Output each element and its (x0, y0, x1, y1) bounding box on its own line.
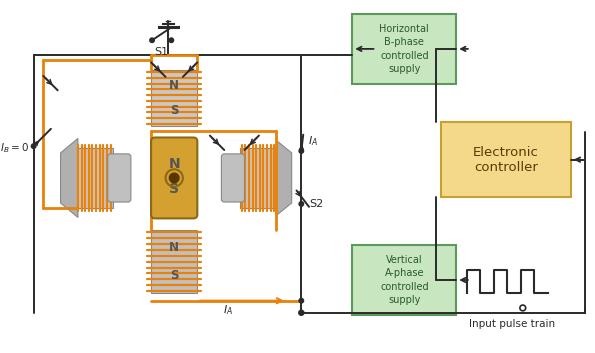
Bar (151, 70, 198, 126)
Text: $I_A$: $I_A$ (308, 134, 318, 148)
Text: N: N (169, 241, 179, 255)
Bar (352, 245, 456, 315)
Circle shape (170, 173, 179, 183)
Text: S2: S2 (309, 199, 323, 209)
FancyBboxPatch shape (151, 138, 198, 219)
Circle shape (299, 202, 303, 206)
Text: Input pulse train: Input pulse train (469, 319, 555, 329)
Text: Electronic
controller: Electronic controller (473, 146, 539, 174)
Bar (151, 231, 198, 293)
Bar (441, 122, 571, 197)
Text: S: S (170, 103, 178, 116)
Text: N: N (169, 79, 179, 92)
Circle shape (169, 38, 173, 42)
Text: Vertical
A-phase
controlled
supply: Vertical A-phase controlled supply (380, 255, 428, 305)
Bar (352, 14, 456, 84)
Text: $I_B = 0$: $I_B = 0$ (0, 141, 29, 155)
Circle shape (32, 144, 36, 148)
Text: S1: S1 (155, 47, 169, 57)
Text: Horizontal
B-phase
controlled
supply: Horizontal B-phase controlled supply (380, 24, 429, 74)
Polygon shape (61, 138, 78, 217)
Circle shape (150, 38, 154, 42)
Bar (240, 148, 276, 208)
Text: N: N (168, 157, 180, 172)
Text: $I_A$: $I_A$ (223, 304, 233, 317)
Polygon shape (276, 140, 292, 215)
Text: S: S (169, 183, 179, 197)
Circle shape (299, 149, 303, 153)
FancyBboxPatch shape (108, 154, 131, 202)
Circle shape (299, 310, 303, 315)
FancyBboxPatch shape (221, 154, 245, 202)
Circle shape (299, 299, 303, 303)
Bar (76, 148, 112, 208)
Text: S: S (170, 269, 178, 282)
